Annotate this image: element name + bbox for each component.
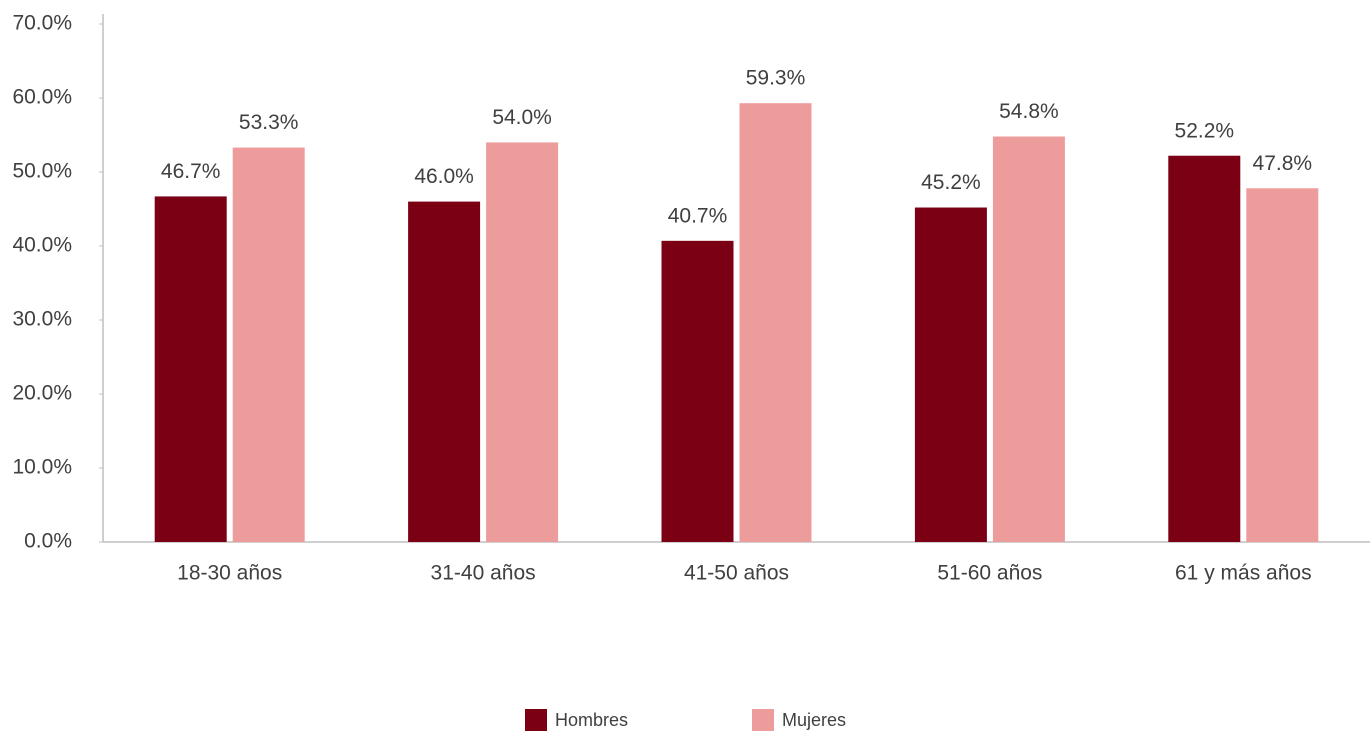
legend-swatch [752,709,774,731]
data-label: 40.7% [668,204,728,227]
y-tick-label: 30.0% [12,308,72,331]
y-tick-label: 40.0% [12,234,72,257]
y-tick-label: 60.0% [12,86,72,109]
x-tick-label: 18-30 años [177,562,282,585]
y-tick-label: 50.0% [12,160,72,183]
bar [1168,155,1241,542]
data-label: 46.0% [414,165,474,188]
bar [739,103,812,543]
bar [992,136,1065,543]
data-label: 54.0% [492,106,552,129]
x-tick-label: 51-60 años [937,562,1042,585]
data-label: 53.3% [239,111,299,134]
bar [914,207,987,542]
data-label: 59.3% [746,67,806,90]
bar [154,196,227,543]
data-label: 46.7% [161,160,221,183]
bar [1246,188,1319,542]
y-tick-label: 0.0% [24,530,72,553]
legend-swatch [525,709,547,731]
bar [486,142,559,542]
data-label: 54.8% [999,100,1059,123]
x-tick-label: 31-40 años [431,562,536,585]
bar [232,147,305,542]
legend-label: Mujeres [782,710,846,730]
bar [408,201,481,542]
legend-label: Hombres [555,710,628,730]
x-tick-label: 61 y más años [1175,562,1312,585]
y-tick-label: 20.0% [12,382,72,405]
data-label: 45.2% [921,171,981,194]
y-tick-label: 70.0% [12,12,72,35]
data-label: 52.2% [1175,119,1235,142]
bar [661,240,734,542]
y-tick-label: 10.0% [12,456,72,479]
x-tick-label: 41-50 años [684,562,789,585]
data-label: 47.8% [1253,152,1313,175]
